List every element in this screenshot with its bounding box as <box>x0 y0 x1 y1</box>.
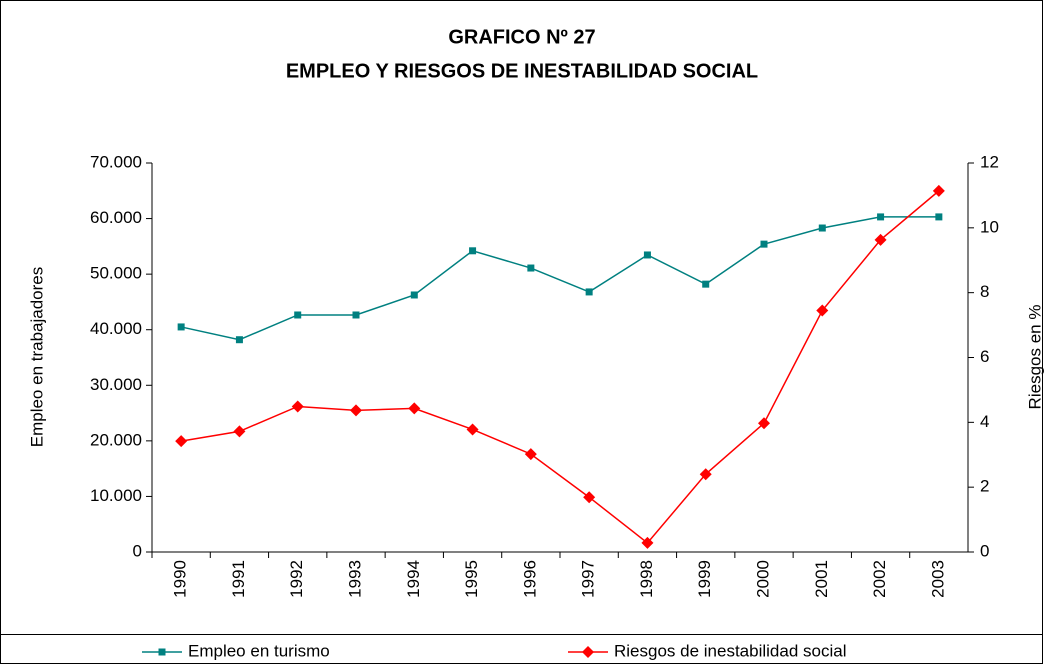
data-point <box>408 402 421 415</box>
y-tick-label: 40.000 <box>90 319 142 338</box>
y-tick-label: 50.000 <box>90 264 142 283</box>
data-point <box>758 417 770 430</box>
x-tick-label: 1992 <box>287 560 306 598</box>
x-tick-label: 2001 <box>812 560 831 598</box>
data-point <box>702 280 710 288</box>
data-point <box>643 251 651 259</box>
x-tick-label: 1994 <box>404 560 423 598</box>
y-tick-label: 70.000 <box>90 152 142 171</box>
data-point <box>760 240 768 248</box>
y2-tick-label: 10 <box>980 217 999 236</box>
data-point <box>932 184 945 197</box>
data-point <box>583 491 596 504</box>
x-tick-label: 2003 <box>928 560 947 598</box>
data-point <box>175 435 188 448</box>
x-tick-label: 1990 <box>171 560 190 598</box>
data-point <box>352 311 360 319</box>
chart-title: GRAFICO Nº 27 <box>448 26 595 48</box>
legend-label: Riesgos de inestabilidad social <box>614 641 846 660</box>
legend-marker <box>158 648 166 656</box>
y-axis-label: Empleo en trabajadores <box>27 267 46 448</box>
y2-tick-label: 12 <box>980 152 999 171</box>
data-point <box>818 224 826 232</box>
y-tick-label: 60.000 <box>90 208 142 227</box>
legend-marker <box>582 646 594 658</box>
x-tick-label: 1998 <box>637 560 656 598</box>
data-point <box>585 288 593 296</box>
series-line <box>180 216 939 341</box>
data-point <box>350 404 362 417</box>
y2-tick-label: 8 <box>980 282 989 301</box>
x-tick-label: 2000 <box>753 560 772 598</box>
data-point <box>527 264 535 272</box>
data-point <box>874 233 887 246</box>
y-tick-label: 30.000 <box>90 375 142 394</box>
data-point <box>816 304 829 317</box>
data-point <box>294 311 302 319</box>
data-point <box>935 213 943 221</box>
x-tick-label: 1991 <box>229 560 248 598</box>
data-point <box>877 213 885 221</box>
y2-tick-label: 2 <box>980 477 989 496</box>
x-tick-label: 1993 <box>345 560 364 598</box>
data-point <box>641 536 654 549</box>
x-tick-label: 1995 <box>462 560 481 598</box>
y2-tick-label: 0 <box>980 541 989 560</box>
x-tick-label: 1999 <box>695 560 714 598</box>
series-line <box>181 190 940 544</box>
data-point <box>699 468 712 481</box>
x-tick-label: 1997 <box>579 560 598 598</box>
data-point <box>410 291 418 299</box>
data-point <box>524 448 537 461</box>
y2-tick-label: 6 <box>980 347 989 366</box>
data-point <box>235 336 243 344</box>
x-tick-label: 1996 <box>520 560 539 598</box>
data-point <box>177 323 185 331</box>
y-tick-label: 20.000 <box>90 430 142 449</box>
x-tick-label: 2002 <box>870 560 889 598</box>
data-point <box>466 423 479 436</box>
legend-label: Empleo en turismo <box>188 641 330 660</box>
y2-tick-label: 4 <box>980 412 989 431</box>
y2-axis-label: Riesgos en % <box>1025 305 1044 410</box>
chart-subtitle: EMPLEO Y RIESGOS DE INESTABILIDAD SOCIAL <box>286 60 758 82</box>
y-tick-label: 0 <box>133 541 142 560</box>
data-point <box>233 425 246 438</box>
data-point <box>469 247 477 255</box>
legend-frame <box>0 634 1043 664</box>
y-tick-label: 10.000 <box>90 486 142 505</box>
data-point <box>291 400 304 413</box>
